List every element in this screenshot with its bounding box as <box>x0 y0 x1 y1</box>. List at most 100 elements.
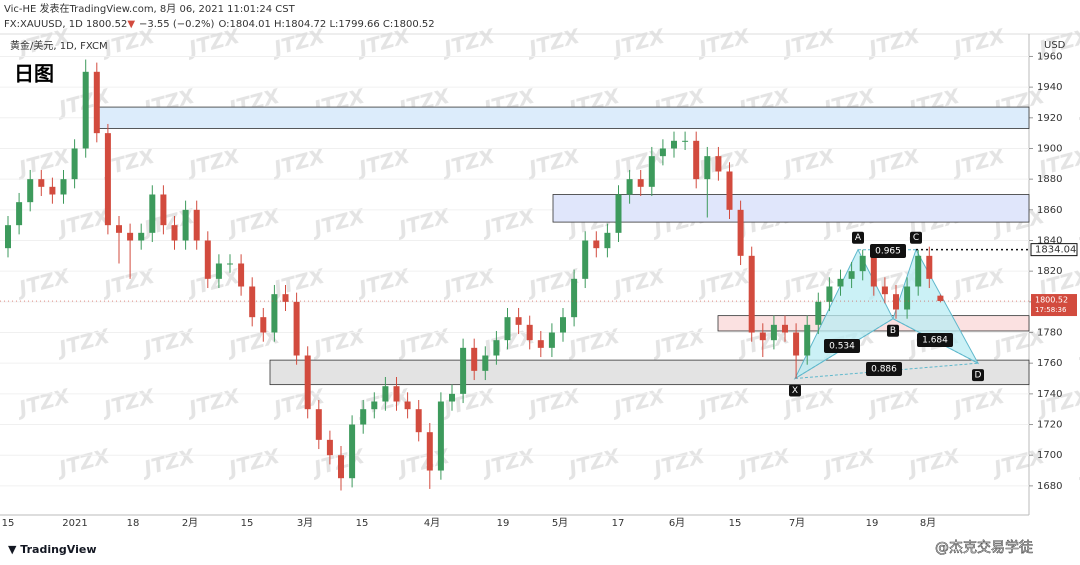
zone <box>269 359 1030 386</box>
y-tick-label: 1680 <box>1037 481 1062 492</box>
candle-body <box>593 240 600 249</box>
candle-body <box>648 156 655 187</box>
candle-body <box>859 255 866 272</box>
x-tick-label: 15 <box>241 518 254 529</box>
candle-body <box>449 393 455 402</box>
candle-body <box>726 171 733 210</box>
candle-body <box>271 294 278 333</box>
candle-body <box>38 179 45 187</box>
candle-body <box>227 263 233 265</box>
candle-body <box>382 386 389 402</box>
pattern-point-label: A <box>855 233 862 243</box>
candle-body <box>5 225 11 249</box>
candle-body <box>404 401 411 410</box>
candle-body <box>881 286 888 295</box>
candle-body <box>804 324 811 356</box>
x-tick-label: 7月 <box>789 517 805 529</box>
candle-body <box>793 332 800 356</box>
candle-body <box>326 439 333 456</box>
candle-body <box>659 148 666 157</box>
y-tick-label: 1860 <box>1037 205 1062 216</box>
currency: USD <box>1044 40 1066 51</box>
y-tick-label: 1940 <box>1037 82 1062 93</box>
ratio-box <box>870 244 906 258</box>
candle-body <box>471 347 478 371</box>
x-tick-label: 19 <box>866 518 879 529</box>
candle-body <box>338 455 344 479</box>
level-box <box>1030 243 1078 257</box>
zone <box>94 106 1030 129</box>
pattern-point-label: D <box>975 371 982 381</box>
candle-body <box>437 401 444 471</box>
candle-body <box>160 194 167 226</box>
candle-body <box>671 140 677 149</box>
candle-body <box>504 317 511 341</box>
y-tick-label: 1740 <box>1037 389 1062 400</box>
candle-body <box>926 255 933 279</box>
chart-title: 黄金/美元, 1D, FXCM <box>10 39 108 52</box>
candle-body <box>371 401 378 410</box>
zone <box>552 194 1030 223</box>
symbol-text: FX:XAUUSD, 1D 1800.52 <box>4 19 127 30</box>
pattern-point-box <box>789 384 801 397</box>
candle-body <box>171 225 178 241</box>
y-tick-label: 1820 <box>1037 266 1062 277</box>
pattern-point-box <box>910 231 922 244</box>
candle-body <box>582 240 589 279</box>
countdown: 17:58:36 <box>1035 306 1067 314</box>
candle-body <box>937 295 944 302</box>
brand-text: TradingView <box>20 543 96 556</box>
ohlc: O:1804.01 H:1804.72 L:1799.66 C:1800.52 <box>218 19 434 30</box>
candle-body <box>393 386 400 402</box>
author: Vic-HE 发表在TradingView.com, 8月 06, 2021 1… <box>4 2 296 15</box>
candle-body <box>837 278 844 287</box>
ratio-label: 0.965 <box>875 247 901 257</box>
ratio-box <box>824 339 860 353</box>
candle-body <box>904 286 911 310</box>
x-tick-label: 15 <box>2 518 15 529</box>
candle-body <box>116 225 122 233</box>
y-tick-label: 1700 <box>1037 450 1062 461</box>
x-tick-label: 2021 <box>62 518 87 529</box>
brand: ▼ TradingView <box>8 543 97 556</box>
candle-body <box>560 317 566 333</box>
x-tick-label: 19 <box>497 518 510 529</box>
x-tick-label: 6月 <box>669 517 685 529</box>
y-tick-label: 1900 <box>1037 143 1062 154</box>
x-tick-label: 15 <box>729 518 742 529</box>
x-tick-label: 8月 <box>920 517 936 529</box>
candle-body <box>93 71 100 134</box>
pattern-point-box <box>972 369 984 382</box>
candle-body <box>848 271 855 279</box>
candle-body <box>537 340 544 348</box>
candle-body <box>415 409 422 433</box>
candle-body <box>360 409 367 425</box>
pattern-point-label: X <box>792 386 798 396</box>
pattern-point-label: B <box>890 326 896 336</box>
ratio-label: 0.886 <box>871 365 897 375</box>
candle-body <box>260 317 267 333</box>
candle-body <box>571 278 578 318</box>
y-tick-label: 1720 <box>1037 420 1062 431</box>
candle-body <box>815 301 822 325</box>
candle-body <box>460 347 467 394</box>
candle-body <box>482 355 489 371</box>
change: −3.55 (−0.2%) <box>139 19 215 30</box>
pattern-point-label: C <box>913 233 919 243</box>
y-tick-label: 1880 <box>1037 174 1062 185</box>
candle-body <box>138 232 145 241</box>
candle-body <box>770 324 777 341</box>
level-label: 1834.04 <box>1035 245 1076 256</box>
candle-body <box>870 255 877 287</box>
candle-body <box>215 263 222 279</box>
candle-body <box>515 317 522 325</box>
candle-body <box>349 424 356 479</box>
ratio-label: 0.534 <box>829 342 855 352</box>
candle-body <box>782 324 788 333</box>
candle-body <box>915 255 922 287</box>
candle-body <box>304 355 311 410</box>
candle-body <box>637 179 644 187</box>
y-tick-label: 1840 <box>1037 235 1062 246</box>
pattern-point-box <box>852 231 864 244</box>
